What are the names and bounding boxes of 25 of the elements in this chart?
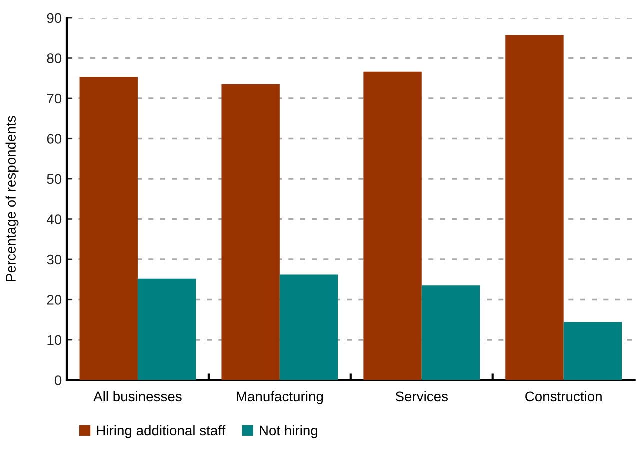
bar (364, 72, 422, 380)
y-tick-label: 0 (54, 376, 62, 386)
y-tick-label: 50 (47, 174, 62, 184)
y-tick-label: 10 (48, 335, 62, 346)
y-tick-label: 30 (47, 254, 62, 265)
bar (80, 77, 138, 380)
bar (422, 286, 480, 380)
bar (506, 35, 564, 380)
y-tick-label: 40 (47, 214, 62, 224)
legend-label: Hiring additional staff (97, 425, 226, 438)
legend-label: Not hiring (260, 425, 318, 438)
bar (138, 278, 196, 380)
bar (564, 322, 622, 380)
y-tick-label: 20 (47, 295, 62, 305)
x-tick-label: Manufacturing (237, 391, 324, 404)
y-tick-label: 60 (47, 134, 62, 144)
x-tick-label: Construction (526, 391, 602, 402)
x-tick-label: All businesses (94, 391, 182, 402)
bar (280, 274, 338, 380)
y-tick-label: 70 (47, 94, 62, 104)
y-tick-label: 80 (47, 54, 62, 64)
y-axis-title: Percentage of respondents (6, 116, 19, 282)
bar (222, 84, 280, 380)
x-tick-label: Services (396, 391, 448, 402)
y-tick-label: 90 (47, 13, 62, 24)
